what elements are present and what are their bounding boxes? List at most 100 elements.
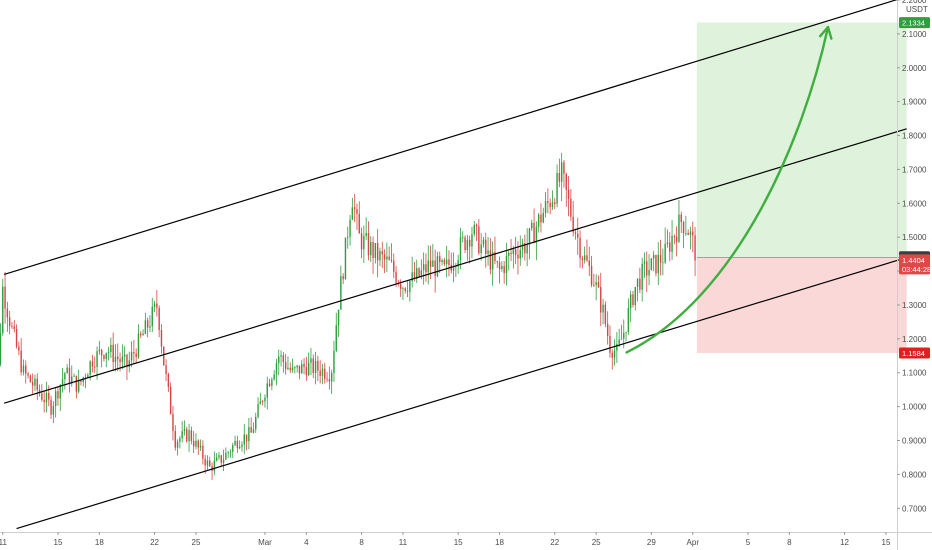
- price-badge: [899, 254, 930, 275]
- candle-body: [620, 338, 623, 340]
- candle-body: [144, 320, 147, 334]
- price-tick-label: 0.9000: [902, 437, 927, 446]
- price-tick-label: 1.8000: [902, 132, 927, 141]
- time-tick-label: 15: [454, 538, 463, 547]
- candle-body: [45, 392, 48, 403]
- candle-body: [119, 359, 121, 362]
- candle-body: [363, 235, 365, 250]
- candle-body: [77, 380, 80, 392]
- arrow-head: [818, 25, 833, 40]
- price-tick-label: 1.1000: [902, 369, 927, 378]
- candle-body: [627, 307, 630, 332]
- candle-body: [172, 414, 174, 431]
- time-tick-label: 11: [399, 538, 408, 547]
- candle-body: [29, 375, 32, 383]
- candle-body: [655, 254, 657, 274]
- candle-body: [347, 236, 349, 238]
- candle-body: [480, 244, 482, 254]
- candle-body: [319, 370, 321, 376]
- candle-body: [186, 429, 188, 442]
- candle-body: [317, 360, 319, 371]
- candle-body: [473, 224, 475, 235]
- candle-body: [448, 259, 450, 265]
- candle-body: [457, 260, 459, 267]
- candle-body: [581, 258, 584, 261]
- projection-arrow: [625, 25, 833, 354]
- candle-body: [498, 262, 501, 270]
- candle-body: [540, 214, 542, 223]
- candle-body: [36, 378, 38, 390]
- candle-body: [489, 250, 492, 270]
- candle-body: [356, 209, 358, 214]
- time-tick-label: 25: [192, 538, 201, 547]
- candle-body: [298, 365, 301, 374]
- time-axis[interactable]: 11 15 18 22 25 Mar 4 8 11 15 18 22 25 29 Apr 5 8 12 15: [0, 532, 932, 547]
- candle-body: [89, 361, 91, 376]
- candle-body: [296, 365, 298, 368]
- candle-body: [209, 460, 211, 467]
- candle-body: [365, 233, 367, 236]
- candle-body: [521, 243, 524, 250]
- candle-body: [445, 259, 448, 264]
- candle-body: [50, 399, 52, 415]
- price-tick-label: 1.6000: [902, 199, 927, 208]
- candle-body: [593, 285, 595, 286]
- candle-body: [6, 308, 9, 318]
- candle-body: [135, 353, 137, 357]
- candle-body: [328, 379, 331, 382]
- candle-body: [0, 333, 2, 365]
- candle-body: [4, 286, 6, 309]
- candle-body: [537, 214, 540, 227]
- candle-body: [179, 438, 181, 442]
- candle-body: [190, 430, 193, 441]
- candle-body: [533, 222, 535, 243]
- candle-body: [222, 459, 225, 463]
- candle-body: [485, 239, 487, 254]
- candle-body: [393, 260, 395, 272]
- candle-body: [583, 255, 586, 261]
- candle-body: [650, 258, 653, 270]
- candle-body: [372, 242, 374, 258]
- candle-body: [261, 401, 264, 403]
- candle-body: [623, 332, 625, 339]
- candle-body: [259, 401, 262, 405]
- time-tick-label: 25: [592, 538, 601, 547]
- candle-body: [379, 251, 381, 261]
- candle-body: [572, 216, 574, 233]
- candle-body: [422, 264, 425, 271]
- candle-body: [586, 255, 588, 261]
- candle-body: [411, 272, 413, 282]
- stop-zone: [696, 257, 907, 353]
- candle-body: [137, 333, 140, 357]
- candle-body: [687, 233, 689, 236]
- candle-body: [567, 189, 570, 199]
- candle-body: [273, 374, 275, 380]
- candle-body: [455, 266, 457, 268]
- candle-body: [54, 391, 57, 406]
- price-tick-label: 2.2000: [902, 0, 927, 5]
- candle-body: [18, 346, 20, 351]
- candle-body: [243, 434, 245, 445]
- candle-body: [402, 288, 404, 290]
- candle-body: [149, 326, 151, 328]
- candle-body: [604, 304, 607, 324]
- candle-body: [556, 172, 558, 204]
- candle-body: [213, 460, 216, 471]
- candle-body: [519, 249, 521, 259]
- candle-body: [2, 286, 4, 334]
- candle-body: [588, 260, 590, 266]
- candle-body: [606, 323, 609, 336]
- candle-body: [459, 237, 462, 261]
- candle-body: [31, 382, 34, 386]
- candle-body: [549, 202, 551, 208]
- time-tick-label: 22: [150, 538, 159, 547]
- time-tick-label: 8: [359, 538, 364, 547]
- candle-body: [678, 214, 680, 242]
- candle-body: [282, 355, 285, 363]
- price-badge-label: 1.4404: [902, 256, 925, 265]
- candle-body: [245, 434, 248, 442]
- candle-body: [462, 237, 464, 239]
- candle-body: [353, 207, 356, 210]
